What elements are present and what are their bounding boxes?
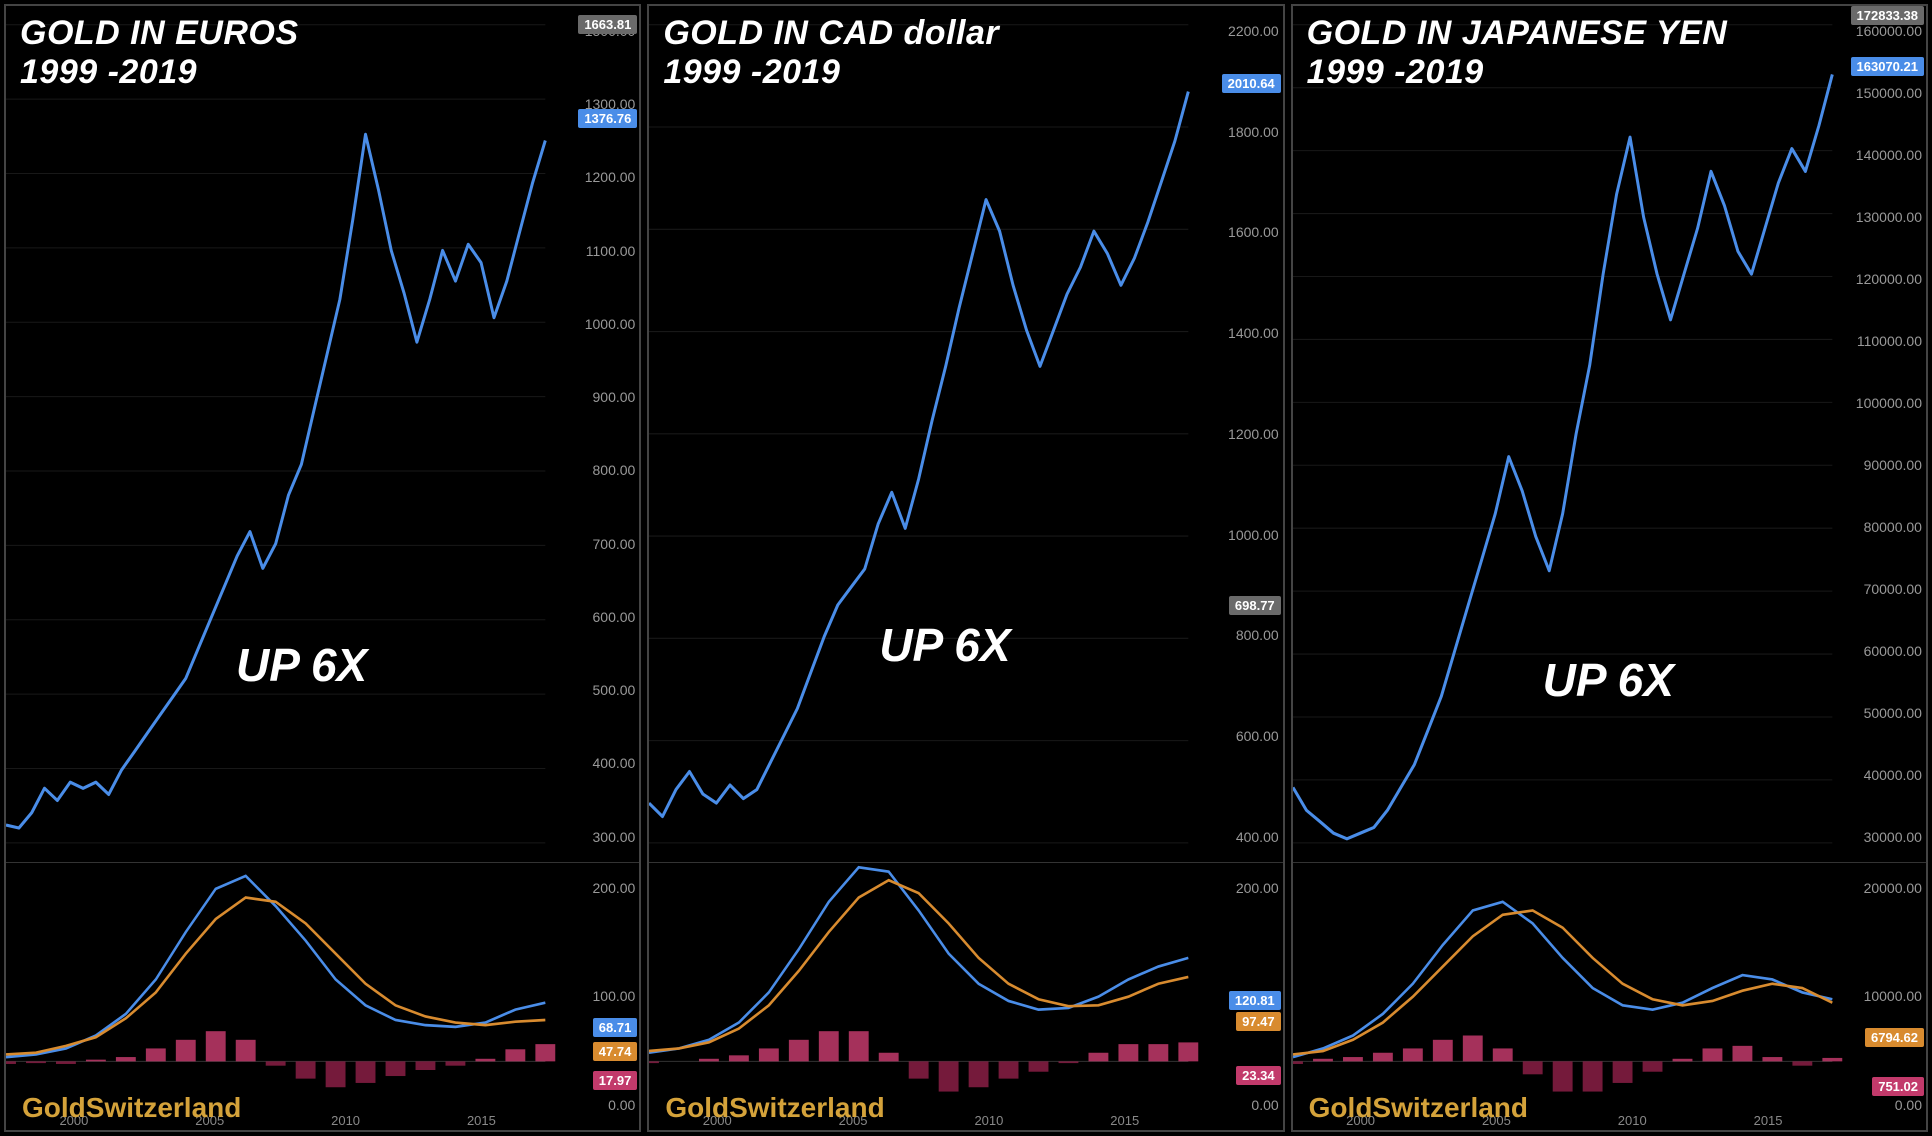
y-tick-label: 80000.00 — [1832, 520, 1922, 534]
x-tick-label: 2010 — [331, 1113, 360, 1128]
x-tick-label: 2015 — [1110, 1113, 1139, 1128]
title-line-2: 1999 -2019 — [663, 53, 999, 92]
chart-panel-cad: GOLD IN CAD dollar 1999 -2019 UP 6X 2200… — [647, 4, 1284, 1132]
chart-title: GOLD IN CAD dollar 1999 -2019 — [663, 14, 999, 92]
indicator-chart-area: 200.00100.000.00 GoldSwitzerland 2000200… — [649, 863, 1282, 1130]
indicator-value-tag: 68.71 — [593, 1018, 638, 1037]
y-tick-label: 1600.00 — [1189, 225, 1279, 239]
y-tick-label: 1200.00 — [1189, 427, 1279, 441]
x-tick-label: 2015 — [1754, 1113, 1783, 1128]
y-tick-label: 160000.00 — [1832, 24, 1922, 38]
title-line-2: 1999 -2019 — [1307, 53, 1728, 92]
y-tick-label: 1800.00 — [1189, 125, 1279, 139]
price-tag: 163070.21 — [1851, 57, 1924, 76]
y-tick-label: 150000.00 — [1832, 86, 1922, 100]
indicator-y-tick: 20000.00 — [1832, 881, 1922, 895]
indicator-y-tick: 0.00 — [545, 1098, 635, 1112]
y-tick-label: 500.00 — [545, 683, 635, 697]
y-tick-label: 400.00 — [545, 756, 635, 770]
y-tick-label: 140000.00 — [1832, 148, 1922, 162]
y-tick-label: 40000.00 — [1832, 768, 1922, 782]
chart-panel-yen: GOLD IN JAPANESE YEN 1999 -2019 UP 6X 16… — [1291, 4, 1928, 1132]
price-tag: 2010.64 — [1222, 74, 1281, 93]
y-tick-label: 1000.00 — [1189, 528, 1279, 542]
y-tick-label: 300.00 — [545, 830, 635, 844]
title-line-2: 1999 -2019 — [20, 53, 299, 92]
y-tick-label: 30000.00 — [1832, 830, 1922, 844]
y-tick-label: 60000.00 — [1832, 644, 1922, 658]
up-multiplier-label: UP 6X — [879, 618, 1010, 672]
y-tick-label: 50000.00 — [1832, 706, 1922, 720]
y-axis-labels: 160000.00 150000.00 140000.00 130000.00 1200… — [1832, 6, 1922, 862]
indicator-y-tick: 200.00 — [545, 881, 635, 895]
watermark-label: GoldSwitzerland — [1309, 1092, 1528, 1124]
title-line-1: GOLD IN JAPANESE YEN — [1307, 14, 1728, 53]
indicator-value-tag: 120.81 — [1229, 991, 1281, 1010]
y-tick-label: 600.00 — [545, 610, 635, 624]
y-tick-label: 1400.00 — [1189, 326, 1279, 340]
chart-panel-euros: GOLD IN EUROS 1999 -2019 UP 6X 1500.0013… — [4, 4, 641, 1132]
indicator-value-tag: 47.74 — [593, 1042, 638, 1061]
indicator-svg — [649, 863, 1282, 1130]
indicator-y-tick: 0.00 — [1832, 1098, 1922, 1112]
y-tick-label: 700.00 — [545, 537, 635, 551]
indicator-value-tag: 6794.62 — [1865, 1028, 1924, 1047]
y-tick-label: 600.00 — [1189, 729, 1279, 743]
price-tag: 1663.81 — [578, 15, 637, 34]
main-chart-area: GOLD IN CAD dollar 1999 -2019 UP 6X 2200… — [649, 6, 1282, 863]
price-tag: 172833.38 — [1851, 6, 1924, 25]
up-multiplier-label: UP 6X — [1543, 653, 1674, 707]
price-line-svg — [1293, 6, 1926, 862]
indicator-value-tag: 751.02 — [1872, 1077, 1924, 1096]
y-tick-label: 1200.00 — [545, 170, 635, 184]
x-tick-label: 2010 — [1618, 1113, 1647, 1128]
indicator-value-tag: 17.97 — [593, 1071, 638, 1090]
price-line-svg — [6, 6, 639, 862]
title-line-1: GOLD IN CAD dollar — [663, 14, 999, 53]
y-tick-label: 110000.00 — [1832, 334, 1922, 348]
watermark-label: GoldSwitzerland — [665, 1092, 884, 1124]
indicator-value-tag: 97.47 — [1236, 1012, 1281, 1031]
indicator-svg — [6, 863, 639, 1130]
y-tick-label: 1000.00 — [545, 317, 635, 331]
y-tick-label: 130000.00 — [1832, 210, 1922, 224]
x-tick-label: 2010 — [974, 1113, 1003, 1128]
indicator-y-tick: 100.00 — [545, 989, 635, 1003]
y-tick-label: 120000.00 — [1832, 272, 1922, 286]
price-line-svg — [649, 6, 1282, 862]
y-tick-label: 1100.00 — [545, 244, 635, 258]
x-tick-label: 2015 — [467, 1113, 496, 1128]
chart-title: GOLD IN EUROS 1999 -2019 — [20, 14, 299, 92]
y-tick-label: 900.00 — [545, 390, 635, 404]
title-line-1: GOLD IN EUROS — [20, 14, 299, 53]
indicator-svg — [1293, 863, 1926, 1130]
y-axis-labels: 2200.00 1800.00 1600.00 1400.00 1200.00 1000.… — [1189, 6, 1279, 862]
y-tick-label: 800.00 — [545, 463, 635, 477]
main-chart-area: GOLD IN JAPANESE YEN 1999 -2019 UP 6X 16… — [1293, 6, 1926, 863]
indicator-chart-area: 20000.0010000.000.00 GoldSwitzerland 200… — [1293, 863, 1926, 1130]
price-tag: 1376.76 — [578, 109, 637, 128]
y-tick-label: 100000.00 — [1832, 396, 1922, 410]
watermark-label: GoldSwitzerland — [22, 1092, 241, 1124]
indicator-value-tag: 23.34 — [1236, 1066, 1281, 1085]
main-chart-area: GOLD IN EUROS 1999 -2019 UP 6X 1500.0013… — [6, 6, 639, 863]
y-tick-label: 800.00 — [1189, 628, 1279, 642]
y-tick-label: 70000.00 — [1832, 582, 1922, 596]
y-axis-labels: 1500.001300.001200.001100.001000.00900.0… — [545, 6, 635, 862]
price-tag: 698.77 — [1229, 596, 1281, 615]
indicator-y-tick: 0.00 — [1189, 1098, 1279, 1112]
indicator-chart-area: 200.00100.000.00 GoldSwitzerland 2000200… — [6, 863, 639, 1130]
chart-title: GOLD IN JAPANESE YEN 1999 -2019 — [1307, 14, 1728, 92]
y-tick-label: 2200.00 — [1189, 24, 1279, 38]
up-multiplier-label: UP 6X — [236, 638, 367, 692]
y-tick-label: 90000.00 — [1832, 458, 1922, 472]
indicator-y-tick: 10000.00 — [1832, 989, 1922, 1003]
indicator-y-tick: 200.00 — [1189, 881, 1279, 895]
y-tick-label: 400.00 — [1189, 830, 1279, 844]
